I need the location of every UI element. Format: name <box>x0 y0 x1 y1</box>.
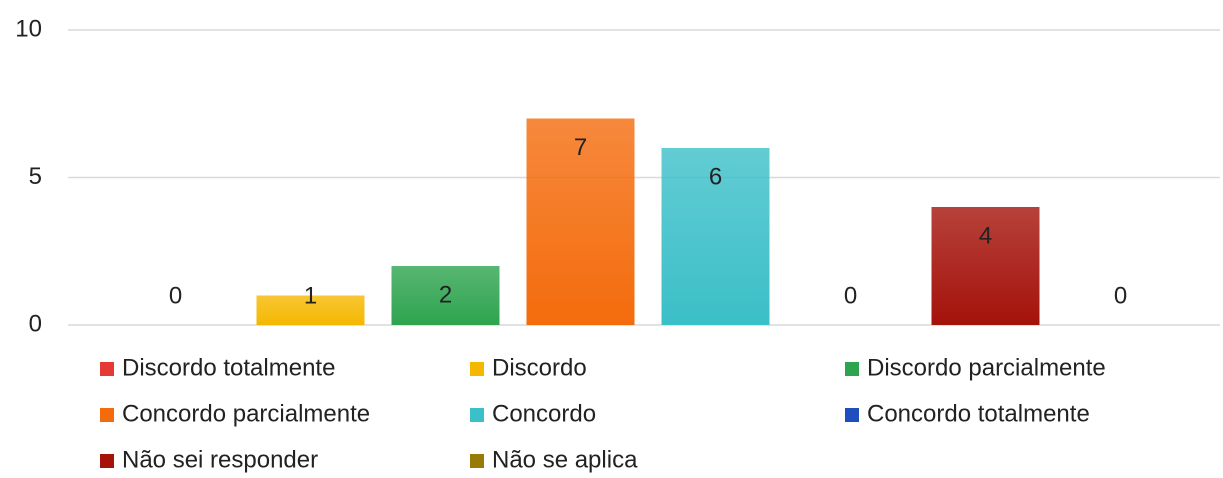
legend-marker <box>100 362 114 376</box>
data-label: 0 <box>844 282 857 309</box>
bar <box>256 295 365 325</box>
bar <box>391 266 500 325</box>
legend-label: Discordo totalmente <box>122 354 335 381</box>
data-label: 6 <box>709 163 722 190</box>
legend-marker <box>470 454 484 468</box>
legend-marker <box>470 408 484 422</box>
data-label: 0 <box>169 282 182 309</box>
y-tick-label: 0 <box>29 310 42 337</box>
data-label: 0 <box>1114 282 1127 309</box>
legend-label: Não sei responder <box>122 446 318 473</box>
bar <box>661 148 770 325</box>
y-tick-label: 5 <box>29 163 42 190</box>
legend-marker <box>470 362 484 376</box>
data-label: 7 <box>574 134 587 161</box>
legend-label: Não se aplica <box>492 446 638 473</box>
bar <box>931 207 1040 325</box>
bar <box>526 118 635 325</box>
legend-marker <box>100 408 114 422</box>
legend-label: Discordo parcialmente <box>867 354 1106 381</box>
legend-label: Concordo <box>492 400 596 427</box>
legend-marker <box>100 454 114 468</box>
legend-marker <box>845 408 859 422</box>
legend-marker <box>845 362 859 376</box>
legend-label: Discordo <box>492 354 587 381</box>
legend-label: Concordo parcialmente <box>122 400 370 427</box>
data-label: 4 <box>979 222 992 249</box>
legend-label: Concordo totalmente <box>867 400 1090 427</box>
y-tick-label: 10 <box>15 15 42 42</box>
data-label: 2 <box>439 281 452 308</box>
data-label: 1 <box>304 282 317 309</box>
